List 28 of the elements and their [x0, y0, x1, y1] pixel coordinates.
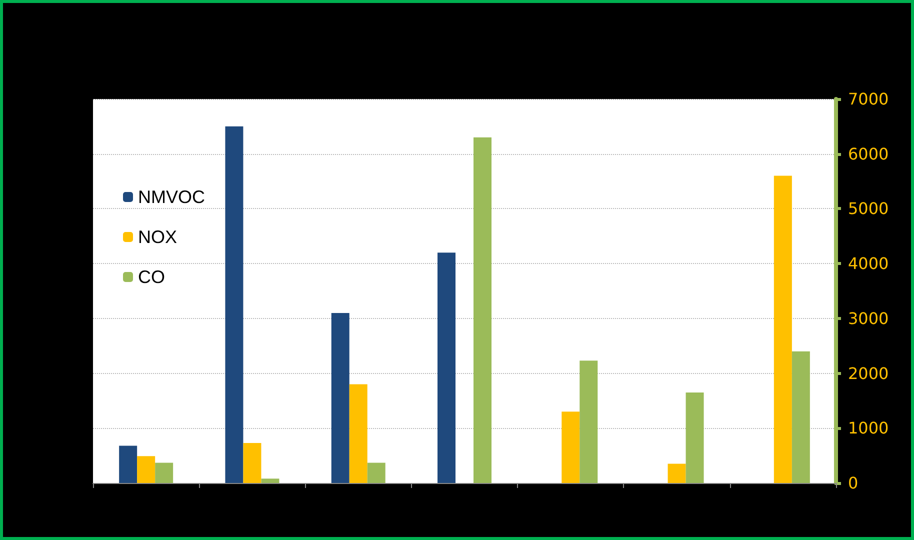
- bar: [686, 392, 704, 483]
- y-tick-label: 5000: [848, 199, 889, 218]
- bar: [438, 252, 456, 483]
- y-tick-label: 1000: [848, 418, 889, 438]
- bar: [225, 126, 244, 483]
- bar: [155, 462, 174, 483]
- bar: [367, 462, 386, 483]
- bar: [137, 456, 156, 483]
- bar: [562, 412, 580, 483]
- y-tick-label: 4000: [848, 254, 889, 274]
- bar: [580, 360, 598, 483]
- bar: [668, 464, 686, 483]
- y-tick-label: 2000: [848, 364, 889, 383]
- bar: [119, 446, 138, 483]
- y-tick-label: 6000: [848, 144, 889, 164]
- y-tick-label: 0: [848, 474, 858, 492]
- y-tick-label: 3000: [848, 308, 889, 328]
- legend-label: CO: [138, 267, 165, 287]
- bar: [792, 351, 810, 483]
- y-tick-label: 7000: [848, 90, 889, 108]
- bar: [349, 384, 368, 483]
- legend-label: NOX: [138, 227, 178, 247]
- bar: [474, 137, 492, 483]
- bar: [331, 312, 350, 483]
- bar: [243, 442, 262, 483]
- bar: [261, 478, 280, 483]
- legend-label: NMVOC: [138, 187, 205, 207]
- bar: [774, 176, 792, 483]
